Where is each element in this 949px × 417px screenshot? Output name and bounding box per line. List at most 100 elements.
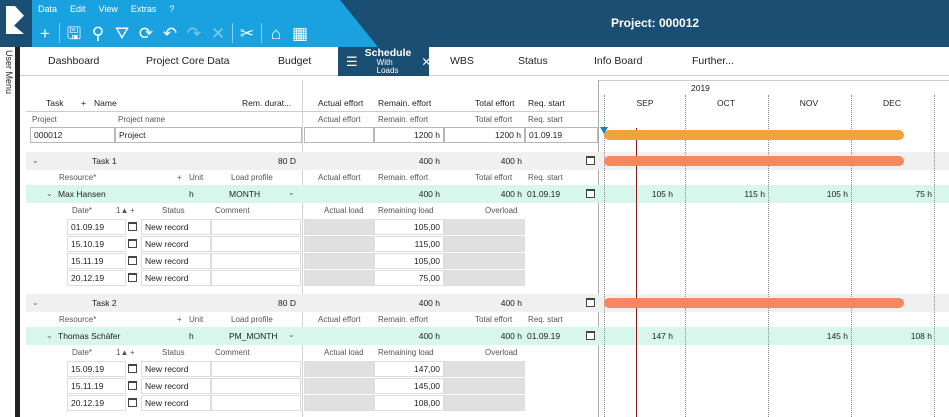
load-remaining-field[interactable]: 75,00 [374,270,444,286]
load-comment-field[interactable] [211,395,301,411]
resource-row[interactable] [26,327,949,345]
dropdown-chevron-icon[interactable]: ⌄ [288,330,295,339]
tab-project-core-data[interactable]: Project Core Data [146,47,229,75]
calendar-icon[interactable] [128,256,137,265]
tab-further[interactable]: Further... [692,47,734,75]
res-add-icon[interactable]: + [177,173,182,182]
user-menu-sidebar[interactable]: User Menu [0,47,20,417]
col-rem-duration[interactable]: Rem. durat... [242,98,292,108]
col-actual-effort[interactable]: Actual effort [318,98,364,108]
load-date-field[interactable]: 15.11.19 [67,253,126,269]
load-remaining-field[interactable]: 108,00 [374,395,444,411]
load-remaining-field[interactable]: 115,00 [374,236,444,252]
load-date-field[interactable]: 20.12.19 [67,270,126,286]
refresh-icon[interactable]: ⟳ [138,23,154,43]
project-id-field[interactable]: 000012 [30,127,115,143]
load-add-icon[interactable]: + [130,206,135,215]
load-comment-field[interactable] [211,219,301,235]
calendar-icon[interactable] [128,222,137,231]
load-date-field[interactable]: 15.09.19 [67,361,126,377]
calendar-icon[interactable] [586,331,595,340]
home-icon[interactable]: ⌂ [270,23,282,43]
load-remaining-field[interactable]: 147,00 [374,361,444,377]
load-remaining-field[interactable]: 105,00 [374,253,444,269]
resource-load-profile[interactable]: PM_MONTH [229,331,278,341]
load-remaining-field[interactable]: 145,00 [374,378,444,394]
load-date-field[interactable]: 15.11.19 [67,378,126,394]
project-name-field[interactable]: Project [115,127,302,143]
task-bar[interactable] [604,156,904,166]
tab-info-board[interactable]: Info Board [594,47,642,75]
resource-unit[interactable]: h [189,189,194,199]
load-add-icon[interactable]: + [130,348,135,357]
undo-icon[interactable]: ↶ [162,23,178,43]
project-actual-effort[interactable] [304,127,374,143]
col-name[interactable]: Name [94,98,117,108]
sort-ascending-icon[interactable]: 1▲ [116,348,129,357]
tab-budget[interactable]: Budget [278,47,311,75]
cancel-icon[interactable]: ✕ [210,23,226,43]
task-bar[interactable] [604,298,904,308]
col-task[interactable]: Task [46,98,64,108]
load-comment-field[interactable] [211,253,301,269]
collapse-chevron-icon[interactable]: ⌄ [32,298,39,307]
project-bar[interactable] [604,130,904,140]
resource-row[interactable] [26,185,949,203]
load-status-field[interactable]: New record [141,236,211,252]
menu-extras[interactable]: Extras [130,4,157,14]
load-status-field[interactable]: New record [141,395,211,411]
load-status-field[interactable]: New record [141,253,211,269]
resource-name[interactable]: Max Hansen [58,189,106,199]
load-comment-field[interactable] [211,236,301,252]
calendar-icon[interactable] [128,364,137,373]
save-icon[interactable]: 🖫 [66,23,82,43]
res-add-icon[interactable]: + [177,315,182,324]
calendar-icon[interactable] [586,298,595,307]
calendar-icon[interactable] [128,398,137,407]
load-status-field[interactable]: New record [141,270,211,286]
col-total-effort[interactable]: Total effort [475,98,515,108]
collapse-chevron-icon[interactable]: ⌄ [46,189,53,198]
calendar-icon[interactable]: ▦ [291,23,309,43]
calendar-icon[interactable] [128,381,137,390]
collapse-chevron-icon[interactable]: ⌄ [46,331,53,340]
tab-dashboard[interactable]: Dashboard [48,47,99,75]
sort-ascending-icon[interactable]: 1▲ [116,206,129,215]
calendar-icon[interactable] [586,156,595,165]
load-comment-field[interactable] [211,270,301,286]
search-icon[interactable]: ⚲ [91,23,105,43]
load-status-field[interactable]: New record [141,219,211,235]
load-status-field[interactable]: New record [141,378,211,394]
hamburger-icon[interactable]: ☰ [346,53,358,69]
resource-unit[interactable]: h [189,331,194,341]
load-date-field[interactable]: 01.09.19 [67,219,126,235]
calendar-icon[interactable] [128,239,137,248]
col-remain-effort[interactable]: Remain. effort [378,98,432,108]
redo-icon[interactable]: ↷ [186,23,202,43]
tab-status[interactable]: Status [518,47,548,75]
user-menu-label[interactable]: User Menu [4,50,14,95]
tab-schedule[interactable]: ☰ Schedule With Loads ✕ [338,47,432,76]
menu-view[interactable]: View [98,4,118,14]
task-name[interactable]: Task 2 [92,298,117,308]
load-comment-field[interactable] [211,361,301,377]
filter-icon[interactable]: ⛛ [114,23,130,43]
calendar-icon[interactable] [586,189,595,198]
calendar-icon[interactable] [128,273,137,282]
close-tab-icon[interactable]: ✕ [421,54,432,69]
dropdown-chevron-icon[interactable]: ⌄ [288,188,295,197]
load-date-field[interactable]: 20.12.19 [67,395,126,411]
task-name[interactable]: Task 1 [92,156,117,166]
resource-name[interactable]: Thomas Schäfer [58,331,121,341]
project-remain-effort[interactable]: 1200 h [374,127,444,143]
tab-wbs[interactable]: WBS [450,47,474,75]
menu-edit[interactable]: Edit [70,4,86,14]
menu-data[interactable]: Data [38,4,58,14]
load-status-field[interactable]: New record [141,361,211,377]
load-date-field[interactable]: 15.10.19 [67,236,126,252]
project-total-effort[interactable]: 1200 h [444,127,525,143]
load-remaining-field[interactable]: 105,00 [374,219,444,235]
load-comment-field[interactable] [211,378,301,394]
add-column-icon[interactable]: + [81,98,86,108]
plus-icon[interactable]: + [40,23,50,43]
